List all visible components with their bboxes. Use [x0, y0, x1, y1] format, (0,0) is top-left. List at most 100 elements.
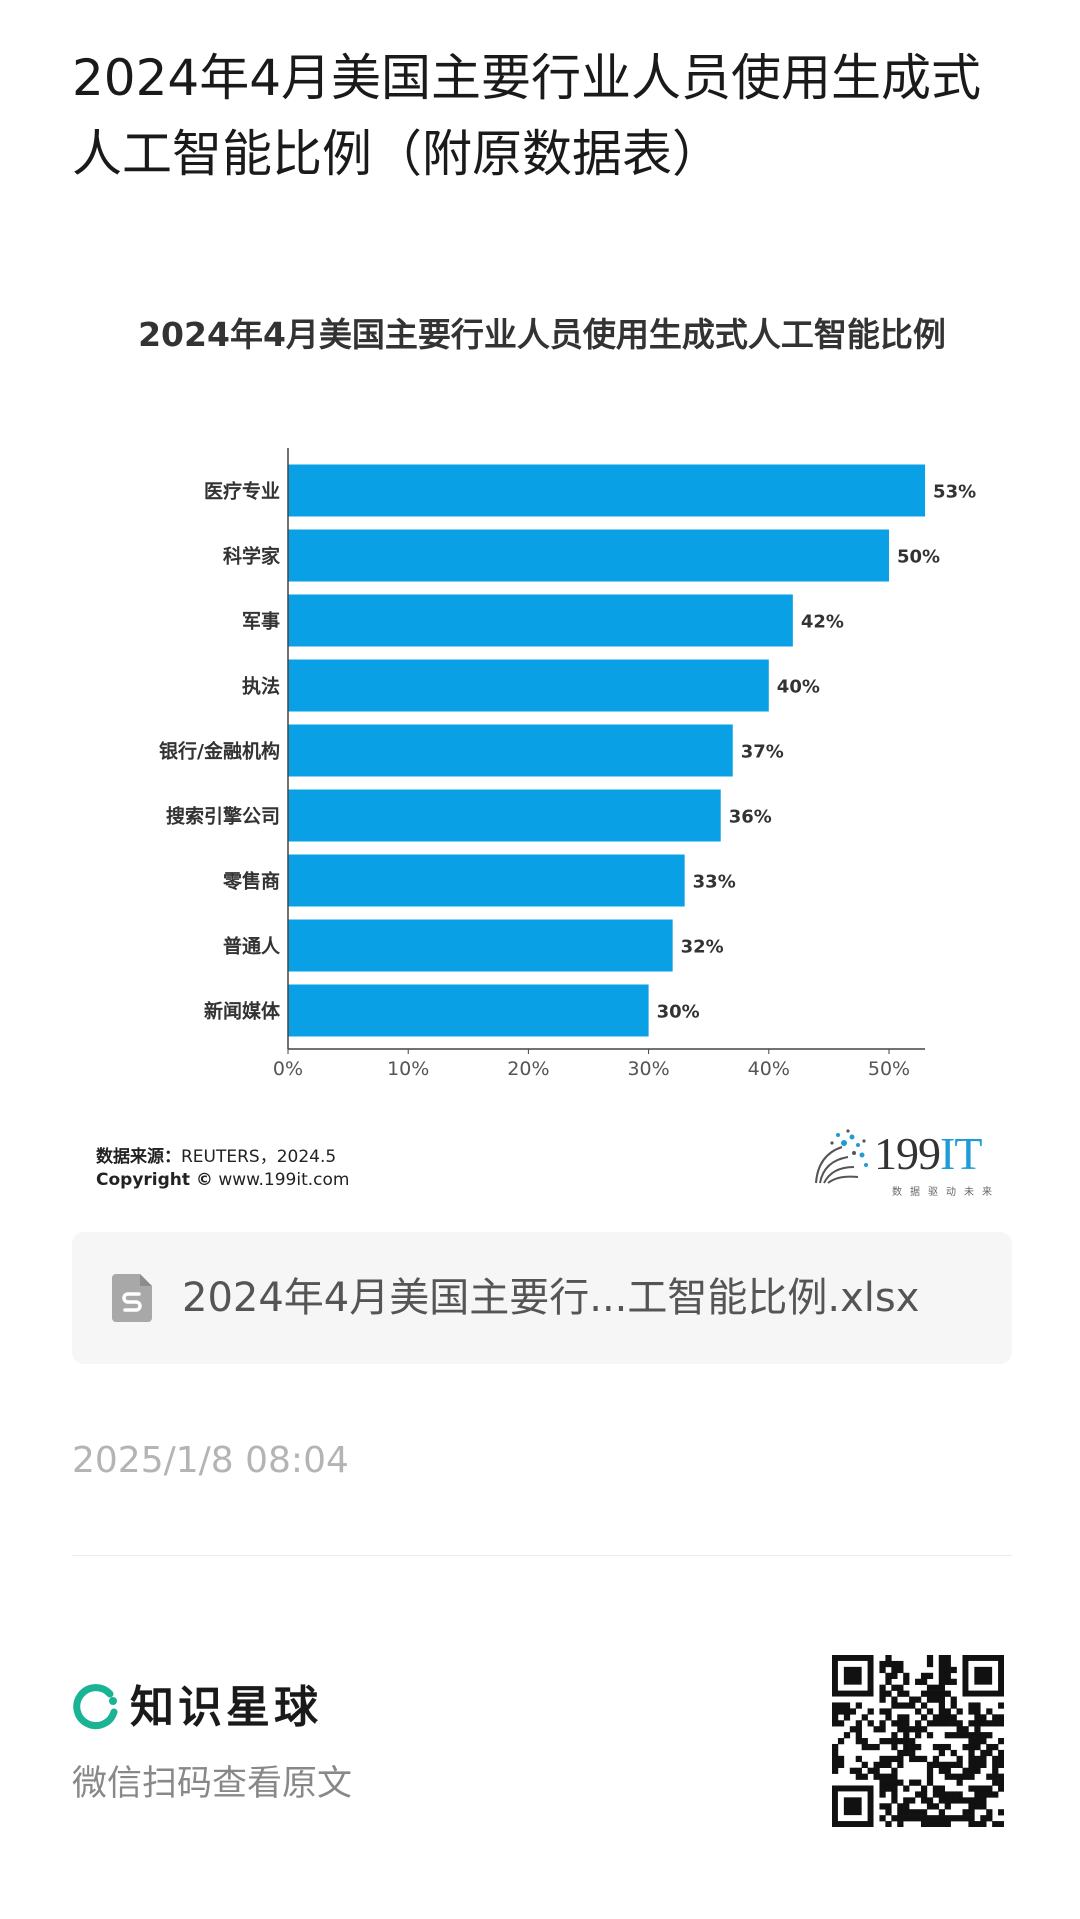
qr-module	[944, 1767, 951, 1774]
copyright-url: www.199it.com	[218, 1170, 350, 1190]
qr-module	[992, 1779, 999, 1786]
x-tick-label: 10%	[387, 1058, 429, 1080]
bar	[288, 594, 793, 647]
qr-module	[938, 1702, 945, 1709]
qr-module	[986, 1749, 993, 1757]
qr-module	[932, 1785, 940, 1792]
qr-module	[873, 1726, 880, 1733]
qr-module	[920, 1672, 928, 1680]
data-source-value: REUTERS，2024.5	[181, 1147, 337, 1167]
qr-module	[938, 1821, 945, 1827]
qr-module	[885, 1755, 892, 1763]
category-label: 银行/金融机构	[159, 740, 280, 763]
bar	[288, 984, 649, 1037]
qr-module	[938, 1761, 945, 1768]
attachment-card[interactable]: 2024年4月美国主要行...工智能比例.xlsx	[72, 1232, 1012, 1364]
qr-module	[885, 1803, 892, 1810]
qr-module	[891, 1684, 898, 1691]
qr-module	[956, 1708, 963, 1715]
qr-module	[909, 1755, 916, 1763]
qr-module	[897, 1702, 904, 1709]
qr-module	[938, 1708, 945, 1715]
qr-module	[885, 1761, 892, 1768]
qr-module	[897, 1738, 904, 1745]
qr-module	[968, 1738, 975, 1745]
qr-module	[915, 1743, 922, 1751]
qr-module	[974, 1803, 981, 1810]
qr-module	[915, 1815, 922, 1822]
qr-module	[915, 1726, 922, 1733]
qr-module	[992, 1720, 999, 1727]
qr-module	[980, 1714, 987, 1721]
qr-module	[891, 1660, 898, 1668]
bar	[288, 529, 889, 582]
qr-finder-pattern	[843, 1797, 862, 1816]
qr-module	[891, 1791, 898, 1798]
qr-module	[944, 1655, 951, 1662]
qr-module	[992, 1761, 999, 1768]
qr-module	[926, 1761, 934, 1768]
qr-module	[962, 1726, 969, 1733]
chart-image: 医疗专业 53% 科学家 50% 军事 42% 执法 40% 银行/金融机构 37% 搜索引擎公司 3…	[72, 290, 1012, 1210]
qr-module	[926, 1720, 934, 1727]
qr-module	[974, 1708, 981, 1715]
qr-module	[926, 1803, 934, 1810]
qr-module	[903, 1714, 910, 1721]
qr-module	[891, 1672, 898, 1680]
qr-module	[974, 1738, 981, 1745]
qr-module	[944, 1761, 951, 1768]
qr-module	[980, 1797, 987, 1804]
qr-module	[915, 1732, 922, 1739]
qr-module	[932, 1815, 940, 1822]
qr-module	[932, 1803, 940, 1810]
qr-module	[950, 1761, 957, 1768]
qr-module	[909, 1815, 916, 1822]
qr-module	[968, 1803, 975, 1810]
qr-module	[986, 1809, 993, 1816]
qr-module	[932, 1761, 940, 1768]
qr-module	[915, 1708, 922, 1715]
qr-module	[998, 1761, 1004, 1768]
qr-module	[861, 1761, 868, 1768]
qr-module	[992, 1714, 999, 1721]
qr-module	[956, 1720, 963, 1727]
qr-module	[891, 1732, 898, 1739]
copyright-line: Copyright © www.199it.com	[96, 1170, 349, 1190]
qr-module	[915, 1696, 922, 1703]
qr-module	[897, 1755, 904, 1763]
bar	[288, 854, 685, 907]
qr-module	[897, 1666, 904, 1674]
qr-module	[944, 1791, 951, 1798]
attachment-file-name: 2024年4月美国主要行...工智能比例.xlsx	[182, 1275, 920, 1321]
qr-module	[950, 1815, 957, 1822]
qr-module	[879, 1684, 886, 1691]
qr-module	[855, 1767, 862, 1774]
qr-module	[891, 1702, 898, 1709]
qr-module	[956, 1779, 963, 1786]
qr-module	[956, 1791, 963, 1798]
category-label: 普通人	[223, 935, 281, 958]
qr-module	[897, 1821, 904, 1827]
qr-module	[879, 1666, 886, 1674]
qr-module	[891, 1720, 898, 1727]
qr-module	[891, 1755, 898, 1763]
qr-code[interactable]	[832, 1655, 1004, 1827]
qr-module	[938, 1749, 945, 1757]
qr-module	[980, 1815, 987, 1822]
qr-module	[998, 1714, 1004, 1721]
copyright-label: Copyright ©	[96, 1170, 213, 1190]
qr-module	[968, 1815, 975, 1822]
qr-module	[832, 1708, 839, 1715]
qr-module	[920, 1791, 928, 1798]
bar	[288, 659, 769, 712]
qr-module	[873, 1767, 880, 1774]
qr-module	[950, 1702, 957, 1709]
data-label: 33%	[693, 872, 736, 893]
qr-module	[903, 1720, 910, 1727]
qr-module	[950, 1696, 957, 1703]
qr-module	[909, 1696, 916, 1703]
qr-module	[897, 1803, 904, 1810]
qr-module	[950, 1678, 957, 1685]
qr-module	[861, 1743, 868, 1751]
qr-module	[956, 1755, 963, 1763]
